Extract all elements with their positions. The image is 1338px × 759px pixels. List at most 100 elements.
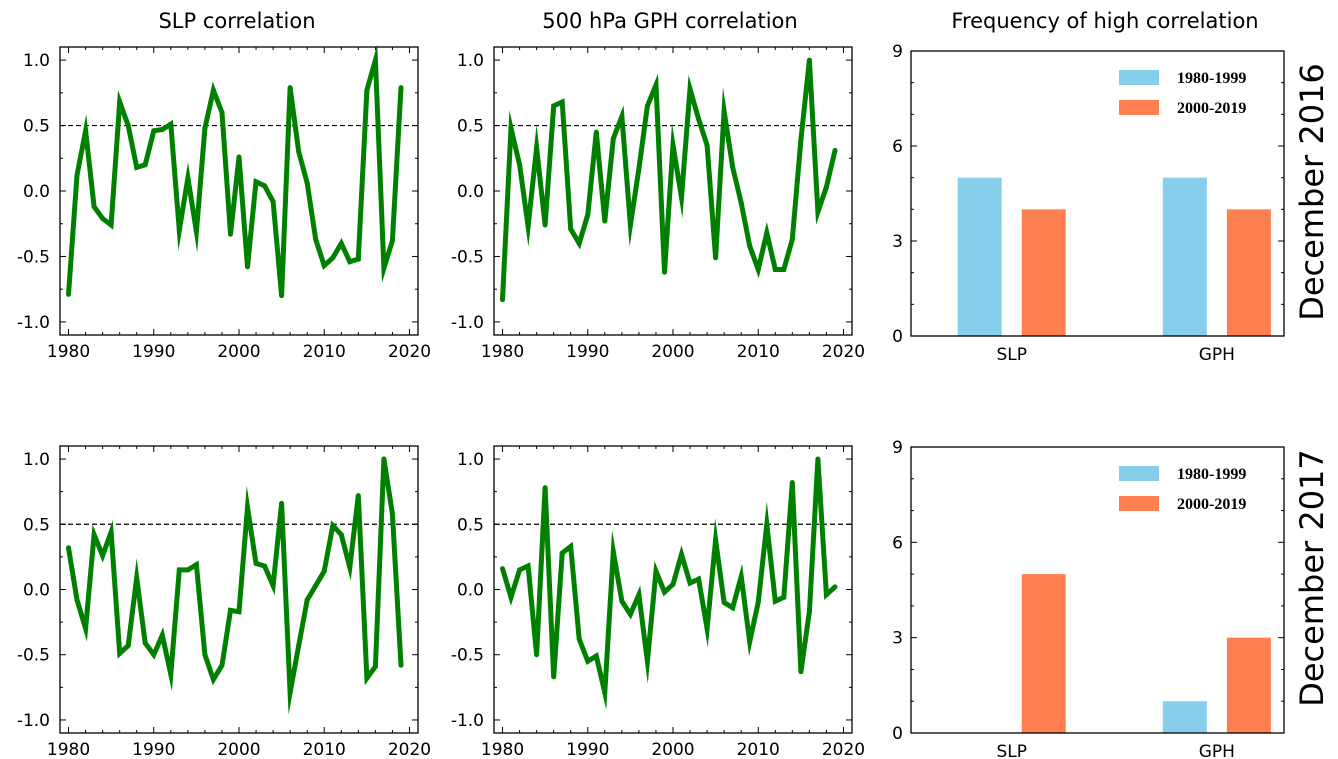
- data-point-1987: [559, 550, 565, 556]
- data-point-2011: [330, 255, 336, 261]
- y-tick-label: -1.0: [17, 711, 50, 731]
- legend-label-2000-2019: 2000-2019: [1177, 496, 1246, 513]
- y-tick-label: 0: [892, 327, 903, 347]
- data-point-1987: [559, 99, 565, 105]
- data-point-1984: [534, 652, 540, 658]
- data-point-1983: [525, 563, 531, 569]
- data-point-2000: [236, 609, 242, 615]
- bar-1980-1999-gph: [1162, 177, 1207, 336]
- y-tick-label: 1.0: [23, 450, 50, 470]
- x-tick-label: 1980: [481, 740, 524, 759]
- row-label-december-2016: December 2016: [1293, 63, 1331, 321]
- slp-correlation-2017-chart: 1980 1990 2000 2010 2020 -1.0 -0.5 0.0 0.5 1.0: [17, 445, 431, 759]
- data-point-1987: [125, 643, 131, 649]
- data-point-1988: [134, 164, 140, 170]
- data-point-1985: [542, 485, 548, 491]
- data-point-1993: [610, 136, 616, 142]
- data-point-2003: [696, 576, 702, 582]
- data-point-2007: [730, 164, 736, 170]
- data-point-2016: [806, 609, 812, 615]
- data-point-2019: [832, 147, 838, 153]
- legend-swatch-2000-2019: [1119, 496, 1159, 511]
- x-tick-label: 1990: [132, 342, 175, 362]
- data-point-1982: [83, 626, 89, 632]
- data-point-1984: [534, 145, 540, 151]
- data-point-1983: [91, 532, 97, 538]
- data-point-1981: [74, 172, 80, 178]
- column-title-frequency: Frequency of high correlation: [951, 9, 1258, 33]
- data-point-1995: [193, 562, 199, 568]
- legend-label-2000-2019: 2000-2019: [1177, 100, 1246, 117]
- data-point-1998: [653, 568, 659, 574]
- high-correlation-frequency-2017-chart: 0 3 6 9 SLP GPH 1980-1999 2000-2019: [892, 438, 1285, 759]
- data-point-2009: [747, 243, 753, 249]
- x-tick-label: 2020: [822, 342, 865, 362]
- data-point-1981: [508, 594, 514, 600]
- bar-2000-2019-gph: [1226, 209, 1271, 336]
- high-correlation-frequency-2016-chart: 0 3 6 9 SLP GPH 1980-1999 2000-2019: [892, 42, 1285, 365]
- data-point-1982: [83, 128, 89, 134]
- data-point-2005: [713, 537, 719, 543]
- data-point-2013: [347, 564, 353, 570]
- slp-correlation-2016-chart: 1980 1990 2000 2010 2020 -1.0 -0.5 0.0 0.5 1.0: [17, 44, 431, 362]
- data-point-1995: [193, 229, 199, 235]
- data-point-2001: [245, 504, 250, 510]
- data-point-1982: [517, 162, 523, 168]
- data-point-2005: [279, 293, 285, 299]
- data-point-2019: [398, 662, 404, 668]
- column-title-gph: 500 hPa GPH correlation: [542, 9, 797, 33]
- data-point-1994: [185, 175, 191, 181]
- data-point-1994: [185, 567, 191, 573]
- data-point-2003: [696, 116, 702, 122]
- data-point-2000: [670, 142, 676, 148]
- x-tick-label: 2000: [651, 342, 694, 362]
- data-point-2008: [738, 200, 744, 206]
- data-point-2003: [262, 183, 268, 189]
- data-point-2016: [806, 57, 812, 63]
- y-tick-label: -0.5: [451, 247, 484, 267]
- data-point-1996: [202, 652, 208, 658]
- data-point-2008: [304, 180, 310, 186]
- data-point-2017: [815, 456, 821, 462]
- data-point-2004: [704, 142, 710, 148]
- data-point-2006: [721, 108, 727, 114]
- data-point-1981: [508, 125, 514, 131]
- row-label-december-2017: December 2017: [1293, 449, 1331, 707]
- data-point-1988: [134, 575, 140, 581]
- data-point-2013: [781, 594, 787, 600]
- data-point-1980: [66, 291, 71, 297]
- data-point-2017: [381, 456, 387, 462]
- data-point-2018: [389, 511, 395, 517]
- data-point-1992: [602, 218, 608, 224]
- x-tick-label: 1990: [566, 342, 609, 362]
- y-tick-label: 0.5: [23, 117, 50, 137]
- data-point-2000: [236, 154, 242, 160]
- y-tick-label: 1.0: [457, 450, 484, 470]
- data-point-1994: [619, 598, 625, 604]
- data-point-1999: [662, 589, 667, 595]
- data-point-1985: [108, 529, 114, 535]
- data-point-1980: [500, 297, 505, 303]
- data-point-1989: [576, 636, 582, 642]
- legend-swatch-2000-2019: [1119, 100, 1159, 115]
- data-point-2002: [687, 580, 693, 586]
- y-tick-label: -1.0: [17, 313, 50, 333]
- data-point-1994: [619, 113, 625, 119]
- data-point-2011: [330, 523, 336, 529]
- category-label-gph: GPH: [1199, 345, 1235, 365]
- data-point-2010: [755, 600, 761, 605]
- data-point-1989: [576, 240, 582, 246]
- data-point-1990: [151, 128, 157, 134]
- data-point-1995: [627, 611, 633, 617]
- y-tick-label: 9: [892, 42, 903, 62]
- data-point-1999: [228, 607, 233, 613]
- data-point-1996: [202, 125, 208, 131]
- data-point-2009: [747, 639, 753, 645]
- data-point-1986: [551, 674, 557, 680]
- y-tick-label: -1.0: [451, 711, 484, 731]
- x-tick-label: 2010: [737, 342, 780, 362]
- data-point-1982: [517, 567, 523, 573]
- data-point-1985: [108, 222, 114, 228]
- data-point-2004: [270, 199, 276, 204]
- bar-2000-2019-gph: [1226, 637, 1271, 733]
